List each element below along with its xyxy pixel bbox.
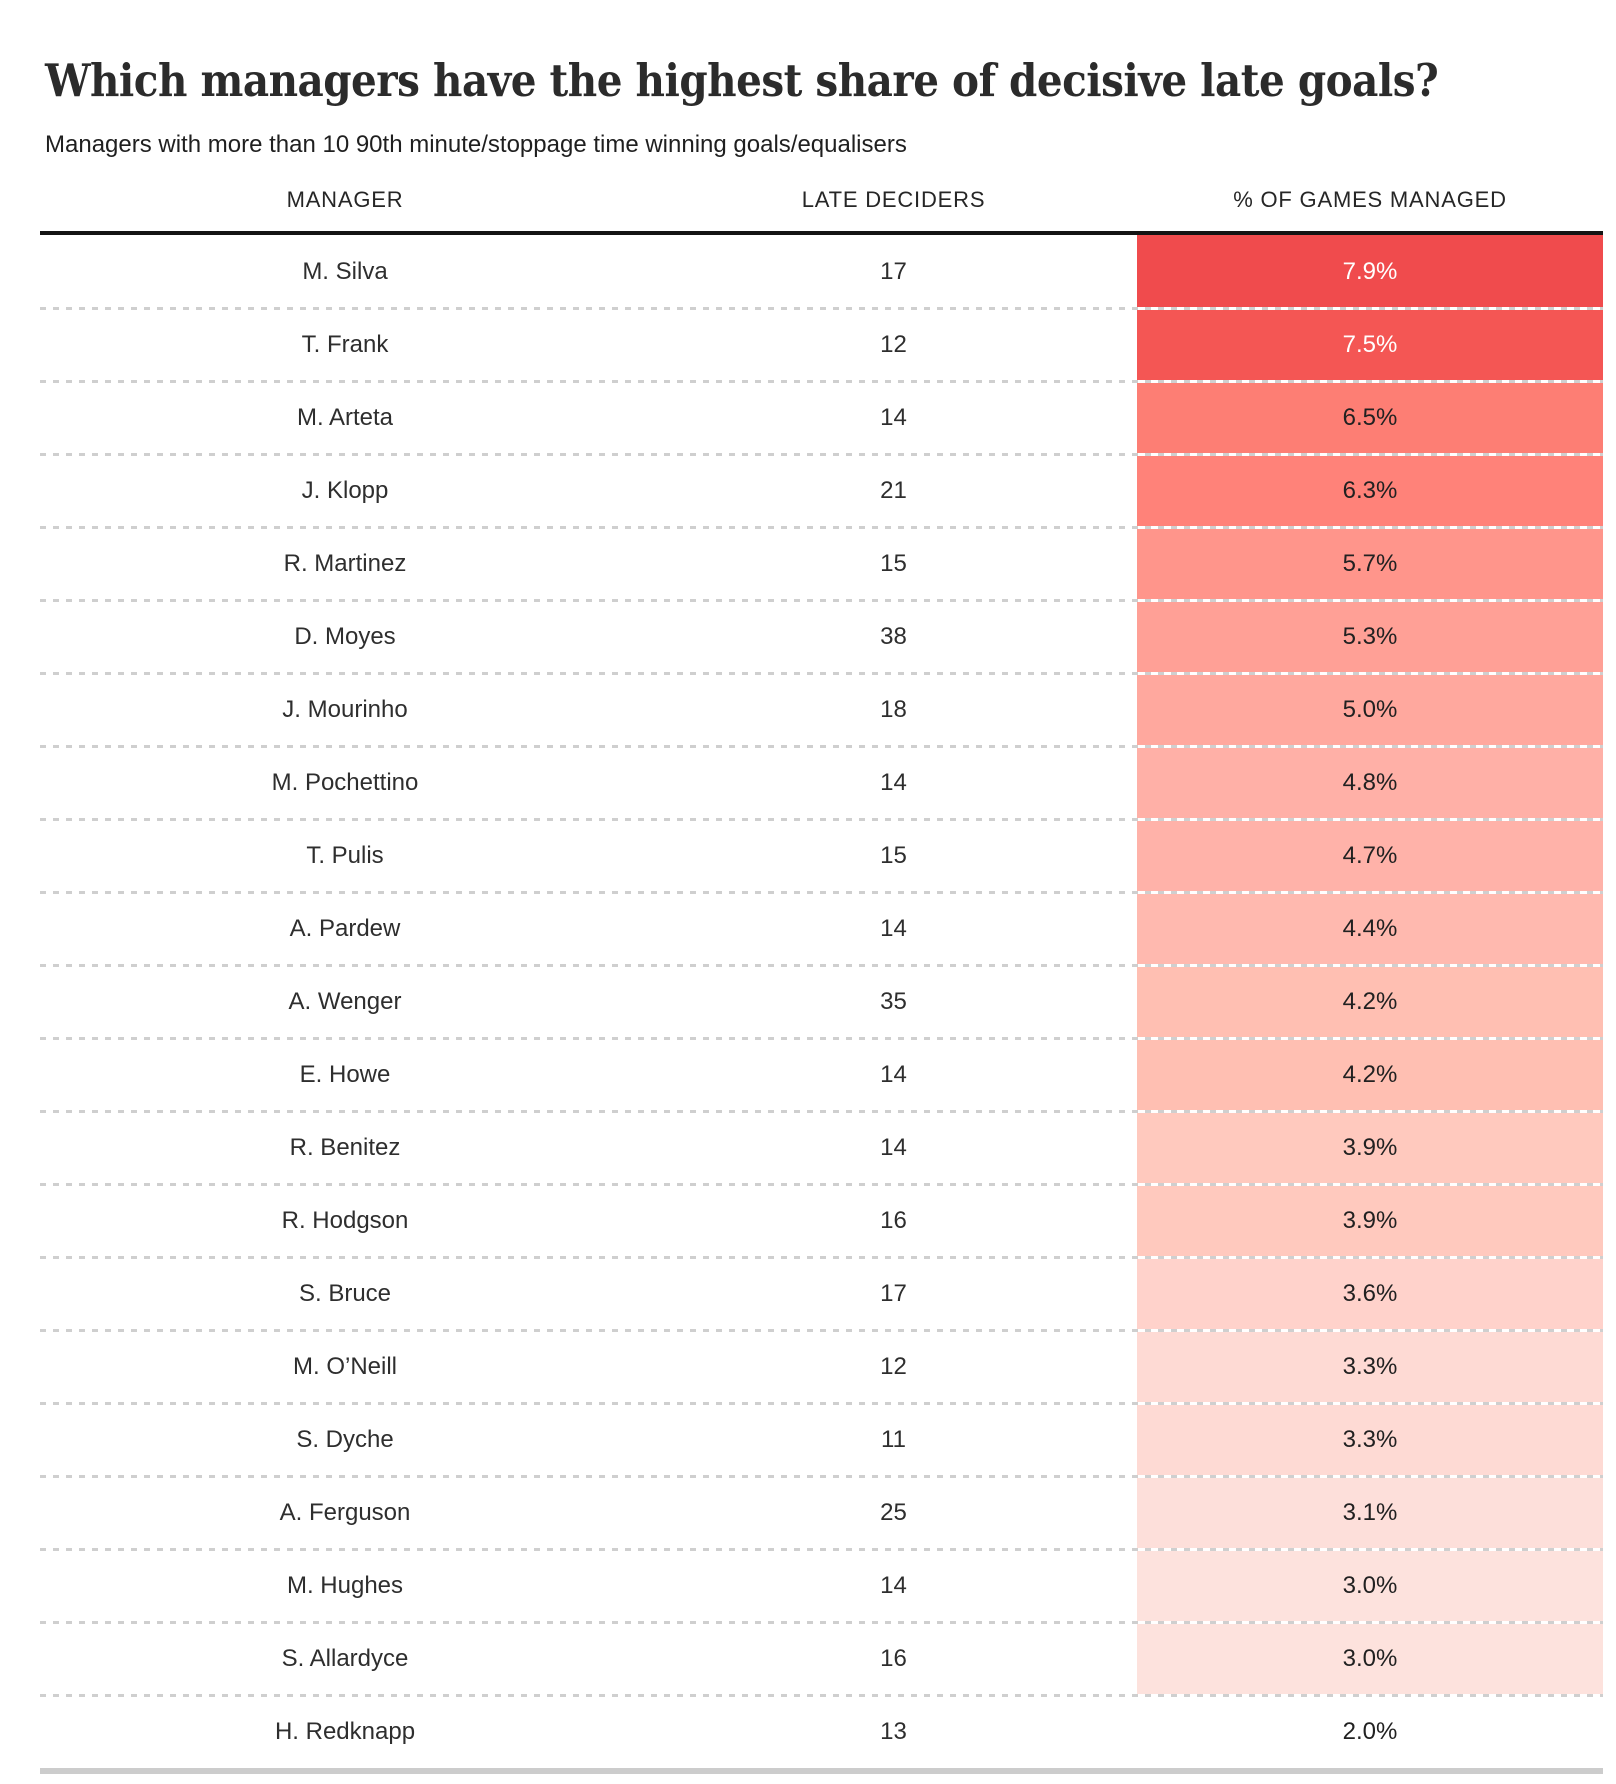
late-deciders-cell: 18 xyxy=(880,695,907,723)
table-row: R. Hodgson 16 3.9% xyxy=(40,1183,1603,1257)
column-header-pct-games-managed: % OF GAMES MANAGED xyxy=(1233,187,1507,212)
table-row: A. Pardew 14 4.4% xyxy=(40,891,1603,965)
manager-cell: M. Arteta xyxy=(296,403,394,431)
pct-games-managed-cell: 3.6% xyxy=(1137,1257,1603,1330)
table-row: T. Frank 12 7.5% xyxy=(40,307,1603,381)
pct-games-managed-cell: 2.0% xyxy=(1342,1717,1398,1745)
table-row: J. Klopp 21 6.3% xyxy=(40,453,1603,527)
pct-games-managed-cell: 5.7% xyxy=(1137,527,1603,600)
late-deciders-cell: 12 xyxy=(880,1352,907,1380)
late-deciders-cell: 38 xyxy=(880,622,907,650)
manager-cell: S. Allardyce xyxy=(281,1644,409,1672)
manager-cell: R. Hodgson xyxy=(281,1206,409,1234)
manager-cell: H. Redknapp xyxy=(274,1717,416,1745)
pct-games-managed-cell: 5.3% xyxy=(1137,600,1603,673)
table-row: M. Pochettino 14 4.8% xyxy=(40,745,1603,819)
manager-cell: A. Pardew xyxy=(289,914,401,942)
table-row: R. Martinez 15 5.7% xyxy=(40,526,1603,600)
pct-games-managed-cell: 5.0% xyxy=(1137,673,1603,746)
table-row: R. Benitez 14 3.9% xyxy=(40,1110,1603,1184)
pct-games-managed-cell: 6.5% xyxy=(1137,381,1603,454)
table-row: M. Hughes 14 3.0% xyxy=(40,1548,1603,1622)
table-row: M. Arteta 14 6.5% xyxy=(40,380,1603,454)
infographic: Which managers have the highest share of… xyxy=(0,55,1616,1774)
late-deciders-cell: 14 xyxy=(880,1133,907,1161)
table-row: E. Howe 14 4.2% xyxy=(40,1037,1603,1111)
table-row: S. Allardyce 16 3.0% xyxy=(40,1621,1603,1695)
pct-games-managed-cell: 4.2% xyxy=(1137,1038,1603,1111)
pct-games-managed-cell: 3.3% xyxy=(1137,1403,1603,1476)
manager-cell: D. Moyes xyxy=(294,622,396,650)
manager-cell: T. Frank xyxy=(301,330,389,358)
late-deciders-cell: 11 xyxy=(881,1425,906,1453)
pct-games-managed-cell: 3.3% xyxy=(1137,1330,1603,1403)
table-row: H. Redknapp 13 2.0% xyxy=(40,1694,1603,1768)
table-body: M. Silva 17 7.9% T. Frank 12 7.5% M. Arteta 14 6… xyxy=(40,235,1603,1768)
manager-cell: M. Pochettino xyxy=(271,768,419,796)
pct-games-managed-cell: 4.2% xyxy=(1137,965,1603,1038)
late-deciders-cell: 14 xyxy=(880,914,907,942)
late-deciders-cell: 14 xyxy=(880,403,907,431)
column-header-manager: MANAGER xyxy=(286,187,404,212)
manager-cell: E. Howe xyxy=(299,1060,391,1088)
late-deciders-cell: 14 xyxy=(880,1060,907,1088)
table-row: J. Mourinho 18 5.0% xyxy=(40,672,1603,746)
late-deciders-cell: 12 xyxy=(880,330,907,358)
late-deciders-cell: 25 xyxy=(880,1498,907,1526)
pct-games-managed-cell: 7.5% xyxy=(1137,308,1603,381)
late-deciders-cell: 15 xyxy=(880,841,907,869)
table-row: T. Pulis 15 4.7% xyxy=(40,818,1603,892)
pct-games-managed-cell: 3.0% xyxy=(1137,1549,1603,1622)
table-row: A. Wenger 35 4.2% xyxy=(40,964,1603,1038)
manager-cell: M. O’Neill xyxy=(292,1352,397,1380)
pct-games-managed-cell: 4.8% xyxy=(1137,746,1603,819)
late-deciders-cell: 13 xyxy=(880,1717,907,1745)
pct-games-managed-cell: 6.3% xyxy=(1137,454,1603,527)
table-row: M. O’Neill 12 3.3% xyxy=(40,1329,1603,1403)
table-row: A. Ferguson 25 3.1% xyxy=(40,1475,1603,1549)
table-row: S. Bruce 17 3.6% xyxy=(40,1256,1603,1330)
late-deciders-cell: 17 xyxy=(880,1279,907,1307)
manager-cell: S. Bruce xyxy=(298,1279,392,1307)
table-row: D. Moyes 38 5.3% xyxy=(40,599,1603,673)
pct-games-managed-cell: 3.9% xyxy=(1137,1111,1603,1184)
manager-cell: R. Benitez xyxy=(289,1133,401,1161)
manager-cell: S. Dyche xyxy=(296,1425,394,1453)
pct-games-managed-cell: 4.7% xyxy=(1137,819,1603,892)
pct-games-managed-cell: 3.0% xyxy=(1137,1622,1603,1695)
manager-cell: J. Mourinho xyxy=(282,695,408,723)
late-deciders-cell: 21 xyxy=(880,476,907,504)
managers-table: MANAGER LATE DECIDERS % OF GAMES MANAGED… xyxy=(40,187,1603,1768)
pct-games-managed-cell: 7.9% xyxy=(1137,235,1603,308)
pct-games-managed-cell: 4.4% xyxy=(1137,892,1603,965)
table-bottom-rule xyxy=(40,1768,1603,1774)
page-title: Which managers have the highest share of… xyxy=(45,54,1439,107)
table-row: M. Silva 17 7.9% xyxy=(40,235,1603,308)
manager-cell: M. Silva xyxy=(302,257,388,285)
late-deciders-cell: 35 xyxy=(880,987,907,1015)
late-deciders-cell: 16 xyxy=(880,1206,907,1234)
manager-cell: A. Wenger xyxy=(288,987,402,1015)
table-row: S. Dyche 11 3.3% xyxy=(40,1402,1603,1476)
manager-cell: R. Martinez xyxy=(283,549,407,577)
manager-cell: A. Ferguson xyxy=(279,1498,411,1526)
late-deciders-cell: 14 xyxy=(880,768,907,796)
table-header-row: MANAGER LATE DECIDERS % OF GAMES MANAGED xyxy=(40,187,1603,235)
column-header-late-deciders: LATE DECIDERS xyxy=(801,187,986,212)
manager-cell: T. Pulis xyxy=(306,841,384,869)
page-subtitle: Managers with more than 10 90th minute/s… xyxy=(45,131,907,158)
late-deciders-cell: 15 xyxy=(880,549,907,577)
late-deciders-cell: 17 xyxy=(880,257,907,285)
pct-games-managed-cell: 3.1% xyxy=(1137,1476,1603,1549)
pct-games-managed-cell: 3.9% xyxy=(1137,1184,1603,1257)
late-deciders-cell: 16 xyxy=(880,1644,907,1672)
manager-cell: J. Klopp xyxy=(301,476,389,504)
manager-cell: M. Hughes xyxy=(286,1571,404,1599)
late-deciders-cell: 14 xyxy=(880,1571,907,1599)
